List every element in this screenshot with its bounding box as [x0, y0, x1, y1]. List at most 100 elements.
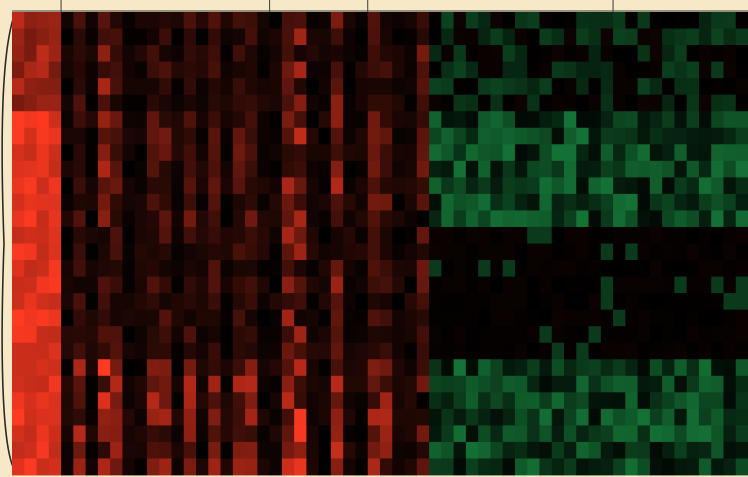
heatmap-cell — [134, 210, 148, 228]
heatmap-cell — [478, 309, 491, 327]
heatmap-cell — [416, 45, 430, 63]
heatmap-cell — [735, 144, 748, 162]
heatmap-cell — [723, 127, 737, 145]
heatmap-cell — [269, 193, 283, 211]
heatmap-cell — [539, 309, 553, 327]
heatmap-cell — [245, 408, 258, 426]
heatmap-cell — [196, 111, 209, 129]
heatmap-cell — [637, 94, 651, 112]
heatmap-cell — [171, 45, 185, 63]
heatmap-cell — [257, 127, 270, 145]
heatmap-cell — [146, 243, 160, 261]
heatmap-cell — [539, 392, 553, 410]
heatmap-cell — [110, 94, 123, 112]
heatmap-cell — [355, 392, 369, 410]
heatmap-cell — [73, 342, 86, 360]
heatmap-cell — [723, 94, 737, 112]
heatmap-cell — [380, 458, 393, 476]
heatmap-cell — [735, 408, 748, 426]
heatmap-cell — [159, 45, 172, 63]
heatmap-cell — [171, 375, 185, 393]
heatmap-cell — [12, 45, 25, 63]
heatmap-cell — [171, 78, 185, 96]
heatmap-cell — [281, 28, 295, 46]
heatmap-cell — [36, 293, 50, 311]
heatmap-cell — [24, 193, 37, 211]
heatmap-cell — [723, 342, 737, 360]
heatmap-cell — [355, 94, 369, 112]
heatmap-cell — [404, 61, 418, 79]
heatmap-cell — [146, 309, 160, 327]
heatmap-cell — [257, 144, 270, 162]
heatmap-cell — [294, 359, 307, 377]
heatmap-cell — [281, 392, 295, 410]
heatmap-cell — [318, 144, 332, 162]
heatmap-cell — [146, 276, 160, 294]
heatmap-cell — [12, 94, 25, 112]
heatmap-cell — [613, 309, 626, 327]
heatmap-cell — [404, 160, 418, 178]
heatmap-cell — [24, 359, 37, 377]
heatmap-cell — [711, 12, 724, 29]
heatmap-cell — [490, 441, 504, 459]
heatmap-cell — [551, 375, 565, 393]
heatmap-cell — [686, 392, 700, 410]
heatmap-cell — [269, 260, 283, 277]
heatmap-cell — [625, 226, 638, 244]
heatmap-cell — [514, 193, 528, 211]
heatmap-cell — [85, 392, 99, 410]
heatmap-cell — [416, 226, 430, 244]
heatmap-cell — [281, 408, 295, 426]
heatmap-cell — [416, 94, 430, 112]
heatmap-cell — [24, 210, 37, 228]
heatmap-cell — [649, 458, 663, 476]
heatmap-cell — [723, 78, 737, 96]
heatmap-cell — [12, 375, 25, 393]
heatmap-cell — [196, 226, 209, 244]
heatmap-cell — [36, 359, 50, 377]
heatmap-cell — [306, 61, 320, 79]
heatmap-cell — [159, 61, 172, 79]
heatmap-cell — [600, 359, 614, 377]
heatmap-cell — [465, 458, 479, 476]
heatmap-cell — [600, 94, 614, 112]
heatmap-cell — [245, 28, 258, 46]
heatmap-cell — [110, 293, 123, 311]
heatmap-cell — [380, 144, 393, 162]
heatmap-cell — [318, 342, 332, 360]
heatmap-cell — [380, 12, 393, 29]
heatmap-cell — [122, 193, 136, 211]
heatmap-cell — [588, 441, 602, 459]
heatmap-cell — [539, 375, 553, 393]
heatmap-cell — [24, 326, 37, 344]
heatmap-cell — [73, 160, 86, 178]
heatmap-cell — [711, 210, 724, 228]
heatmap-cell — [183, 309, 197, 327]
heatmap-cell — [122, 12, 136, 29]
heatmap-cell — [196, 408, 209, 426]
heatmap-cell — [122, 441, 136, 459]
heatmap-cell — [625, 326, 638, 344]
heatmap-cell — [36, 144, 50, 162]
heatmap-cell — [564, 441, 577, 459]
heatmap-cell — [514, 309, 528, 327]
heatmap-cell — [380, 276, 393, 294]
heatmap-cell — [625, 458, 638, 476]
heatmap-cell — [478, 193, 491, 211]
heatmap-cell — [73, 243, 86, 261]
heatmap-cell — [294, 260, 307, 277]
heatmap-cell — [281, 78, 295, 96]
heatmap-cell — [649, 359, 663, 377]
heatmap-cell — [159, 177, 172, 195]
heatmap-cell — [196, 359, 209, 377]
heatmap-cell — [502, 61, 516, 79]
heatmap-cell — [269, 78, 283, 96]
heatmap-cell — [171, 177, 185, 195]
heatmap-cell — [183, 127, 197, 145]
heatmap-cell — [490, 78, 504, 96]
heatmap-cell — [564, 260, 577, 277]
heatmap-cell — [294, 425, 307, 443]
heatmap-cell — [380, 375, 393, 393]
heatmap-cell — [306, 276, 320, 294]
heatmap-cell — [343, 458, 356, 476]
